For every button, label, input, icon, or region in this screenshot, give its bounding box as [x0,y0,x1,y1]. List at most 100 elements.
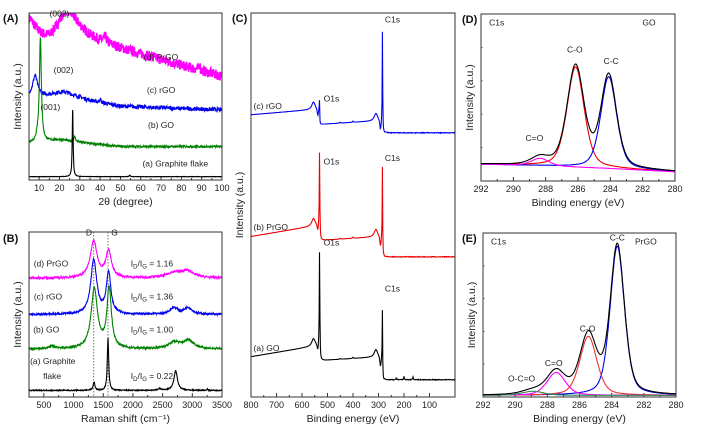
annotation: (a) Graphite flake [142,159,208,169]
x-tick-label: 3500 [212,400,232,410]
x-tick-label: 286 [572,400,587,410]
panel-e: (E) 292 290 288 286 284 282 280 Binding energy (… [462,232,684,425]
annotation: G [111,227,118,237]
x-tick-label: 80 [176,183,186,193]
plot-frame [28,231,223,398]
series-d-prgo [29,13,222,81]
x-axis-title: Binding energy (eV) [532,197,625,209]
x-tick-label: 30 [75,183,85,193]
plot-frame [28,12,223,181]
x-tick-label: 200 [396,400,411,410]
annotation: ID/IG = 1.16 [131,259,174,271]
x-tick-label: 800 [243,400,258,410]
y-axis-title: Intensity (a.u.) [12,281,24,348]
x-tick-label: 40 [95,183,105,193]
y-axis-title: Intensity (a.u.) [466,282,478,349]
annotation: C1s [489,18,504,28]
x-tick-label: 50 [115,183,125,193]
x-tick-label: 1000 [64,400,84,410]
series-a-go [251,252,455,382]
x-tick-label: 2500 [153,400,173,410]
x-tick-label: 90 [197,183,207,193]
annotation: O-C=O [508,373,536,383]
x-tick-label: 300 [371,400,386,410]
component-c-o [483,335,676,396]
panel-a: (A) 10 20 30 40 50 60 70 80 90 100 2θ (degree) Inten… [3,8,230,208]
x-tick-label: 2000 [123,400,143,410]
annotation: (c) rGO [147,85,176,95]
x-tick-label: 280 [667,184,682,194]
annotation: D [86,227,92,237]
annotation: (a) GO [254,343,280,353]
x-tick-label: 292 [475,400,490,410]
plot-frame [482,232,677,398]
annotation: C1s [385,283,400,293]
x-tick-label: 400 [345,400,360,410]
panel-b: (B) 500 1000 1500 2000 2500 3000 3500 Raman shif… [3,227,232,425]
panel-label: (A) [3,13,19,25]
x-tick-label: 290 [508,400,523,410]
annotation: (b) PrGO [254,222,289,232]
series-b-prgo [251,152,455,259]
panel-label: (C) [232,13,248,25]
x-tick-label: 284 [604,400,619,410]
panel-label: (B) [3,233,19,245]
x-tick-label: 60 [136,183,146,193]
x-tick-label: 10 [34,183,44,193]
annotation: O1s [324,157,340,167]
x-tick-label: 500 [320,400,335,410]
annotation: (c) rGO [34,292,63,302]
annotation: C1s [385,15,400,25]
series-c-rgo [251,31,455,135]
x-tick-label: 3000 [182,400,202,410]
x-axis-title: 2θ (degree) [98,196,152,208]
x-tick-label: 290 [506,184,521,194]
envelope-fit [481,63,675,172]
x-tick-label: 600 [294,400,309,410]
annotation: C-O [580,323,596,333]
panel-label: (D) [462,14,478,26]
annotation: C-C [604,56,619,66]
x-tick-label: 20 [54,183,64,193]
y-axis-title: Intensity (a.u.) [12,63,24,130]
annotation: (002) [54,65,74,75]
annotation: PrGO [635,236,657,246]
annotation: ID/IG = 0.22 [131,371,174,383]
x-tick-label: 292 [473,184,488,194]
panel-label: (E) [462,233,477,245]
x-tick-label: 100 [214,183,229,193]
series-d-prgo [29,238,222,281]
component-o-ceqo [483,390,676,396]
x-tick-label: 286 [570,184,585,194]
annotation: C=O [525,133,543,143]
annotation: O1s [324,93,340,103]
annotation: (001) [40,102,60,112]
x-tick-label: 288 [538,184,553,194]
x-axis-title: Binding energy (eV) [307,413,400,425]
annotation: ID/IG = 1.36 [131,292,174,304]
annotation: C-C [610,232,625,242]
y-axis-title: Intensity (a.u.) [234,172,246,239]
plot-frame [480,13,676,182]
plot-area [483,242,676,396]
component-c-o [481,66,675,172]
annotation: (a) Graphite [30,356,76,366]
panel-d: (D) 292 290 288 286 284 282 280 Binding energy (… [462,13,683,209]
annotation: (d) PrGO [34,259,69,269]
component-ceqo [481,157,675,173]
plot-area [29,232,222,397]
x-axis-title: Binding energy (eV) [533,413,626,425]
x-tick-label: 288 [540,400,555,410]
x-tick-label: 500 [36,400,51,410]
plot-area [481,63,675,173]
series-b-go [29,284,222,352]
plot-area [251,31,455,382]
plot-frame [250,12,456,398]
y-axis-title: Intensity (a.u.) [464,64,476,131]
annotation: GO [642,18,656,28]
annotation: C1s [491,236,506,246]
x-tick-label: 282 [635,184,650,194]
series-c-rgo [29,73,222,114]
annotation: C1s [385,153,400,163]
